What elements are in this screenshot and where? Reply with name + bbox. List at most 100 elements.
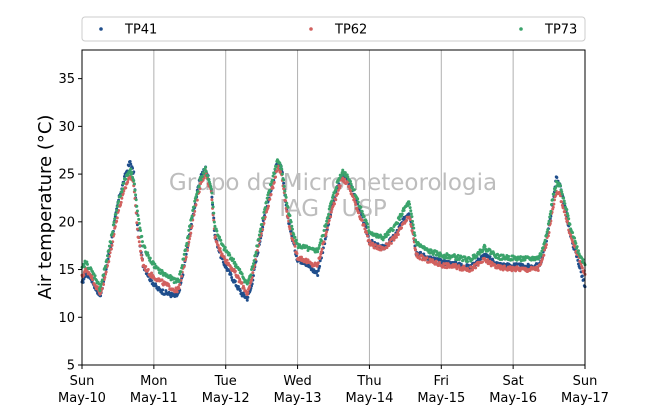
point-TP41-127 xyxy=(161,288,165,292)
point-TP73-333 xyxy=(292,232,296,236)
point-TP73-504 xyxy=(402,208,406,212)
point-TP62-630 xyxy=(481,260,485,264)
point-TP41-207 xyxy=(212,216,216,220)
point-TP62-728 xyxy=(542,253,546,257)
point-TP73-313 xyxy=(279,164,283,168)
point-TP41-382 xyxy=(323,237,327,241)
point-TP73-398 xyxy=(334,188,338,192)
point-TP73-89 xyxy=(136,213,140,217)
point-TP73-783 xyxy=(576,249,580,253)
point-TP62-35 xyxy=(102,282,106,286)
point-TP62-293 xyxy=(267,204,270,208)
point-TP73-335 xyxy=(293,235,297,239)
point-TP62-248 xyxy=(238,277,242,281)
point-TP73-205 xyxy=(211,201,215,205)
point-TP73-387 xyxy=(327,212,331,216)
point-TP73-232 xyxy=(228,253,232,257)
point-TP73-173 xyxy=(190,214,194,218)
point-TP62-47 xyxy=(109,247,113,251)
point-TP73-83 xyxy=(132,182,136,186)
point-TP62-376 xyxy=(319,250,323,254)
point-TP73-261 xyxy=(246,281,250,285)
point-TP73-404 xyxy=(338,176,342,180)
point-TP73-218 xyxy=(219,238,223,242)
point-TP62-269 xyxy=(251,271,255,275)
point-TP62-744 xyxy=(552,202,556,206)
point-TP73-421 xyxy=(348,179,352,183)
y-axis: 5 10 15 20 25 30 35 xyxy=(58,72,82,374)
x-tick-label-day-0: Sun xyxy=(70,374,95,389)
point-TP73-383 xyxy=(324,223,328,226)
point-TP73-742 xyxy=(551,198,555,202)
point-TP73-520 xyxy=(412,226,416,230)
point-TP73-318 xyxy=(282,184,286,188)
point-TP41-249 xyxy=(238,289,242,293)
point-TP41-235 xyxy=(230,276,234,279)
x-tick-label-day-7: Sun xyxy=(573,374,598,389)
point-TP73-154 xyxy=(178,272,182,276)
x-tick-label-date-2: May-12 xyxy=(202,391,250,406)
point-TP41-463 xyxy=(376,242,380,246)
point-TP73-311 xyxy=(278,161,282,165)
x-tick-label-date-1: May-11 xyxy=(130,391,178,406)
point-TP62-374 xyxy=(318,255,322,259)
point-TP73-212 xyxy=(215,229,219,233)
x-tick-label-day-2: Tue xyxy=(214,374,237,389)
point-TP73-516 xyxy=(409,212,413,216)
point-TP73-209 xyxy=(213,224,217,228)
point-TP62-290 xyxy=(265,210,269,214)
point-TP73-280 xyxy=(258,230,262,234)
point-TP73-77 xyxy=(129,167,133,171)
point-TP73-757 xyxy=(560,190,564,194)
point-TP73-591 xyxy=(456,253,460,257)
point-TP62-455 xyxy=(371,241,375,245)
point-TP62-300 xyxy=(271,186,275,190)
point-TP73-291 xyxy=(265,196,269,200)
point-TP73-736 xyxy=(547,219,551,223)
point-TP73-91 xyxy=(137,221,141,225)
point-TP73-295 xyxy=(268,188,272,192)
point-TP41-642 xyxy=(488,255,492,259)
point-TP73-164 xyxy=(184,244,188,248)
point-TP41-373 xyxy=(318,264,322,268)
point-TP62-255 xyxy=(242,286,246,290)
point-TP62-338 xyxy=(295,251,299,255)
point-TP73-439 xyxy=(360,209,364,213)
point-TP62-150 xyxy=(175,290,179,294)
x-axis: Sun May-10 Mon May-11 Tue May-12 Wed May-13 Thu M… xyxy=(58,365,609,406)
point-TP62-320 xyxy=(284,199,288,203)
point-TP62-126 xyxy=(160,278,164,282)
point-TP73-195 xyxy=(204,169,208,173)
point-TP62-164 xyxy=(184,255,188,259)
point-TP73-720 xyxy=(537,256,541,260)
point-TP73-35 xyxy=(102,273,106,277)
point-TP73-8 xyxy=(85,260,89,264)
point-TP62-447 xyxy=(365,234,369,238)
point-TP62-451 xyxy=(368,239,372,243)
point-TP73-746 xyxy=(553,188,557,192)
point-TP62-217 xyxy=(218,247,222,251)
point-TP62-212 xyxy=(215,241,219,245)
y-tick-label-35: 35 xyxy=(58,72,75,87)
point-TP73-522 xyxy=(413,234,417,238)
x-tick-label-date-5: May-15 xyxy=(417,391,465,406)
point-TP73-179 xyxy=(194,195,198,199)
point-TP73-734 xyxy=(546,228,550,232)
point-TP73-180 xyxy=(195,192,199,196)
point-TP73-56 xyxy=(115,205,119,209)
point-TP73-38 xyxy=(104,264,108,268)
point-TP62-92 xyxy=(138,244,142,248)
point-TP62-380 xyxy=(322,240,326,244)
point-TP73-115 xyxy=(153,262,157,266)
point-TP41-783 xyxy=(576,262,580,266)
point-TP62-431 xyxy=(355,206,359,210)
point-TP62-384 xyxy=(325,230,329,234)
point-TP73-779 xyxy=(574,241,578,245)
point-TP73-305 xyxy=(274,164,278,168)
point-TP73-625 xyxy=(477,252,481,256)
point-TP41-607 xyxy=(466,263,470,267)
point-TP62-371 xyxy=(316,261,320,265)
point-TP62-541 xyxy=(425,256,429,260)
series-TP62 xyxy=(80,164,587,297)
point-TP73-621 xyxy=(475,254,479,258)
